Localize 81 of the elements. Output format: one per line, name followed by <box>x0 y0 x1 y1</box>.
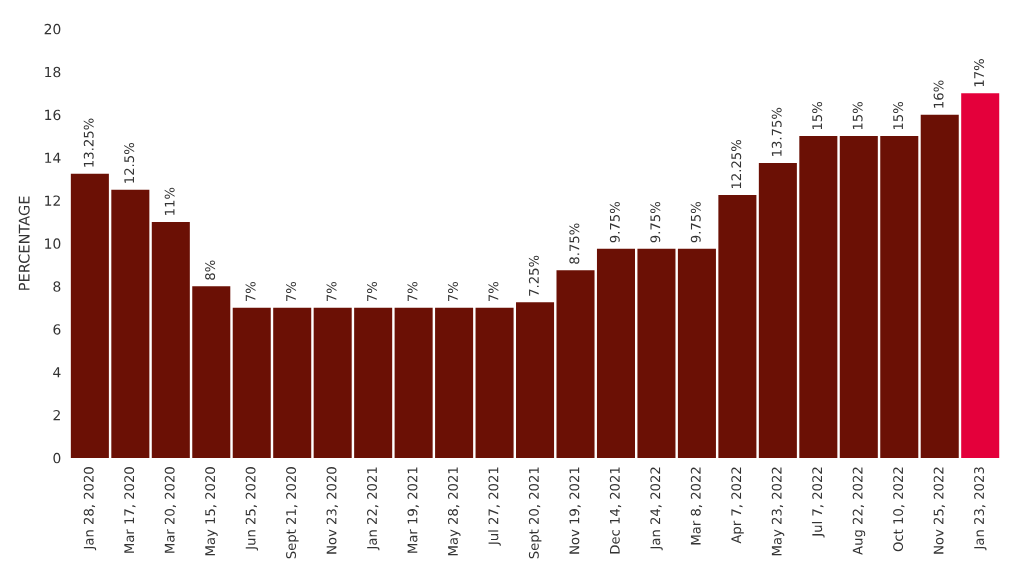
data-label: 15% <box>852 101 863 130</box>
y-tick-label: 18 <box>45 66 61 78</box>
x-tick-label: Jan 28, 2020 <box>83 467 97 551</box>
bar <box>677 248 716 458</box>
y-tick-label: 4 <box>53 367 61 378</box>
bar <box>354 307 393 458</box>
bar <box>151 221 190 458</box>
x-tick-label: Aug 22, 2022 <box>852 467 866 555</box>
x-tick-label: Nov 19, 2021 <box>569 467 581 554</box>
x-tick-label: Jun 25, 2020 <box>245 467 259 551</box>
bar <box>880 136 919 458</box>
data-label: 7.25% <box>528 255 539 296</box>
x-tick-label: Apr 7, 2022 <box>731 467 744 544</box>
bar <box>435 307 474 458</box>
x-tick-label: Mar 20, 2020 <box>164 467 176 553</box>
data-label: 7% <box>367 281 377 302</box>
bar <box>70 173 109 458</box>
x-tick-label: Jan 23, 2023 <box>974 467 987 551</box>
data-label: 11% <box>164 187 175 215</box>
data-label: 15% <box>812 101 823 130</box>
bar <box>637 248 676 458</box>
data-label: 16% <box>933 80 944 108</box>
bar <box>313 307 352 458</box>
y-tick-label: 12 <box>45 195 60 206</box>
bar <box>394 307 433 458</box>
x-tick-label: Jul 7, 2022 <box>811 467 825 538</box>
y-tick-label: 10 <box>45 238 61 249</box>
y-tick-label: 2 <box>53 409 60 421</box>
data-label: 7% <box>488 281 499 302</box>
data-label: 7% <box>326 281 337 302</box>
data-label: 9.75% <box>690 202 701 243</box>
x-tick-label: Dec 14, 2021 <box>609 467 622 554</box>
y-tick-label: 0 <box>53 452 61 464</box>
x-tick-label: Jul 27, 2021 <box>488 467 501 546</box>
data-label: 12.5% <box>124 143 135 183</box>
data-label: 13.75% <box>771 107 782 156</box>
data-label: 9.75% <box>609 202 620 243</box>
y-tick-label: 14 <box>45 152 61 163</box>
x-tick-label: May 15, 2020 <box>205 467 218 556</box>
y-tick-label: 6 <box>53 324 61 335</box>
x-tick-label: May 28, 2021 <box>447 467 461 556</box>
y-axis-title: PERCENTAGE <box>18 196 30 290</box>
data-label: 9.75% <box>650 202 661 243</box>
bar <box>556 270 595 458</box>
data-label: 12.25% <box>731 139 742 189</box>
bar <box>799 136 838 458</box>
data-label: 8.75% <box>569 223 580 264</box>
x-tick-label: Nov 25, 2022 <box>933 467 945 554</box>
bar <box>718 195 757 458</box>
bar <box>758 162 797 458</box>
x-tick-label: May 23, 2022 <box>771 467 785 556</box>
data-label: 7% <box>407 281 418 302</box>
x-tick-label: Mar 17, 2020 <box>124 467 136 553</box>
data-label: 15% <box>893 101 904 130</box>
y-tick-label: 20 <box>44 23 61 35</box>
data-label: 17% <box>974 59 985 87</box>
x-tick-label: Jan 22, 2021 <box>367 467 380 551</box>
x-tick-label: Oct 10, 2022 <box>893 467 905 552</box>
data-label: 7% <box>286 281 297 302</box>
x-tick-label: Jan 24, 2022 <box>650 467 663 551</box>
bar <box>839 136 878 458</box>
bar <box>232 307 271 458</box>
bar <box>516 302 555 458</box>
data-label: 13.25% <box>83 118 94 167</box>
bar <box>920 114 959 458</box>
bar <box>273 307 312 458</box>
data-label: 7% <box>245 281 256 302</box>
x-tick-label: Sept 20, 2021 <box>528 467 542 559</box>
y-tick-label: 8 <box>53 281 61 292</box>
x-tick-label: Sept 21, 2020 <box>286 467 299 559</box>
x-tick-label: Nov 23, 2020 <box>326 467 338 554</box>
bar <box>475 307 514 458</box>
data-label: 7% <box>447 281 458 302</box>
bar <box>596 248 635 458</box>
bar <box>111 189 150 458</box>
x-tick-label: Mar 19, 2021 <box>407 467 419 553</box>
x-tick-label: Mar 8, 2022 <box>690 467 703 545</box>
data-label: 8% <box>205 260 216 280</box>
bar <box>961 93 1000 458</box>
bar <box>192 286 231 458</box>
y-tick-label: 16 <box>45 109 61 121</box>
